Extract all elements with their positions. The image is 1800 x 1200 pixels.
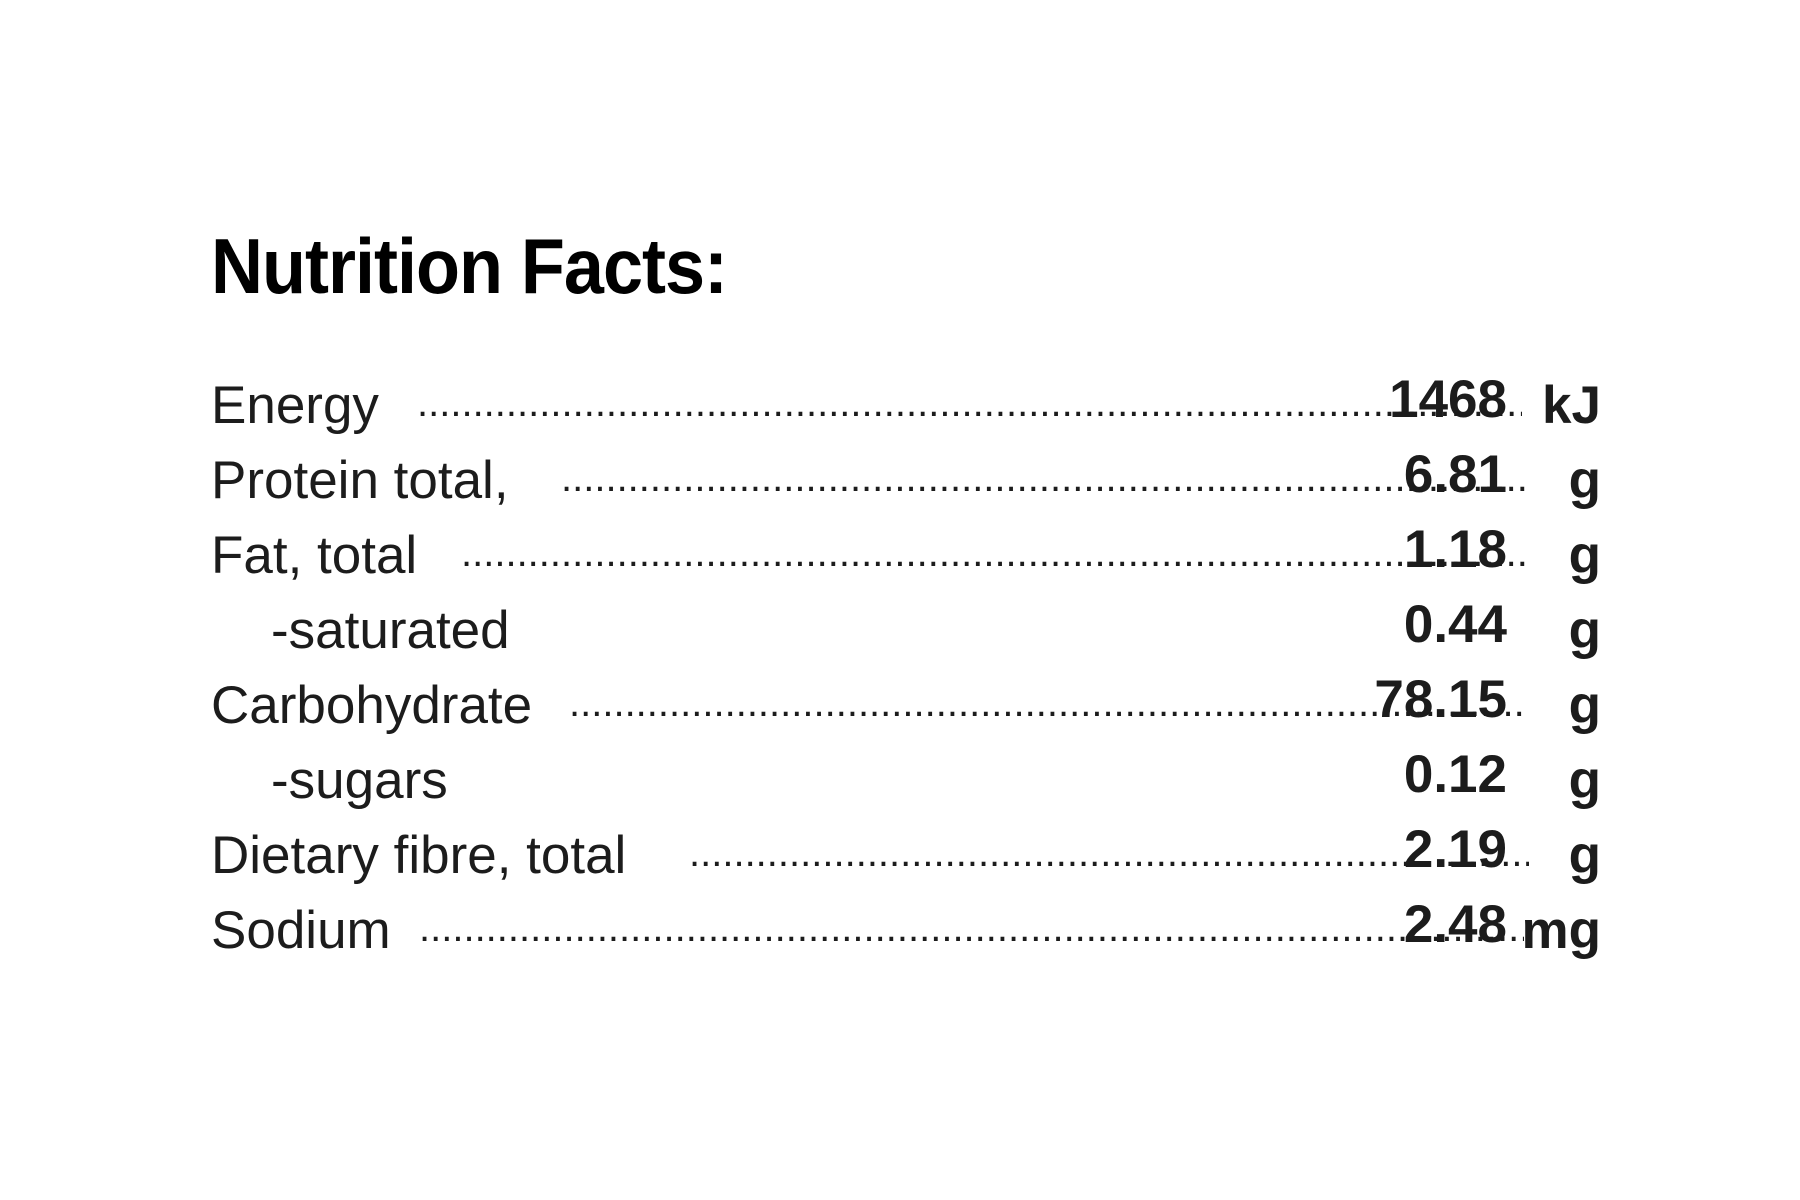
nutrient-label: Energy [211,376,379,435]
dot-leader: ........................................… [419,906,1524,950]
nutrient-unit: g [1568,601,1601,660]
dot-leader: ........................................… [417,381,1522,425]
nutrient-row-dietary-fibre: Dietary fibre, total ...................… [211,818,1601,893]
dot-leader: ........................................… [461,531,1529,575]
nutrient-label: Protein total, [211,451,509,510]
nutrient-row-sodium: Sodium .................................… [211,893,1601,968]
nutrient-unit: kJ [1542,376,1601,435]
nutrient-row-protein: Protein total, .........................… [211,443,1601,518]
nutrient-unit: g [1568,526,1601,585]
nutrient-label: Sodium [211,901,391,960]
nutrient-value: 1468 [1389,370,1507,429]
nutrient-value: 78.15 [1374,670,1507,729]
nutrient-value: 2.19 [1403,820,1507,879]
nutrient-label: Fat, total [211,526,418,585]
nutrient-row-carbohydrate: Carbohydrate ...........................… [211,668,1601,743]
nutrient-unit: g [1568,676,1601,735]
nutrient-value: 2.48 [1403,895,1507,954]
nutrient-unit: g [1568,826,1601,885]
dot-leader: ........................................… [561,456,1526,500]
nutrient-unit: mg [1521,901,1602,960]
nutrient-value: 1.18 [1403,520,1507,579]
nutrient-label: Dietary fibre, total [211,826,627,885]
nutrient-value: 0.12 [1403,745,1507,804]
nutrition-table: Energy .................................… [211,368,1601,968]
nutrient-label: -sugars [271,751,448,810]
nutrient-row-energy: Energy .................................… [211,368,1601,443]
nutrient-value: 6.81 [1403,445,1507,504]
nutrient-unit: g [1568,751,1601,810]
nutrient-row-sugars: -sugars 0.12 g [211,743,1601,818]
nutrient-row-fat: Fat, total .............................… [211,518,1601,593]
nutrient-unit: g [1568,451,1601,510]
dot-leader: ........................................… [689,831,1529,875]
nutrient-label: Carbohydrate [211,676,533,735]
nutrient-row-saturated: -saturated 0.44 g [211,593,1601,668]
nutrient-value: 0.44 [1403,595,1507,654]
page-title: Nutrition Facts: [211,223,728,311]
nutrient-label: -saturated [271,601,510,660]
dot-leader: ........................................… [569,681,1524,725]
